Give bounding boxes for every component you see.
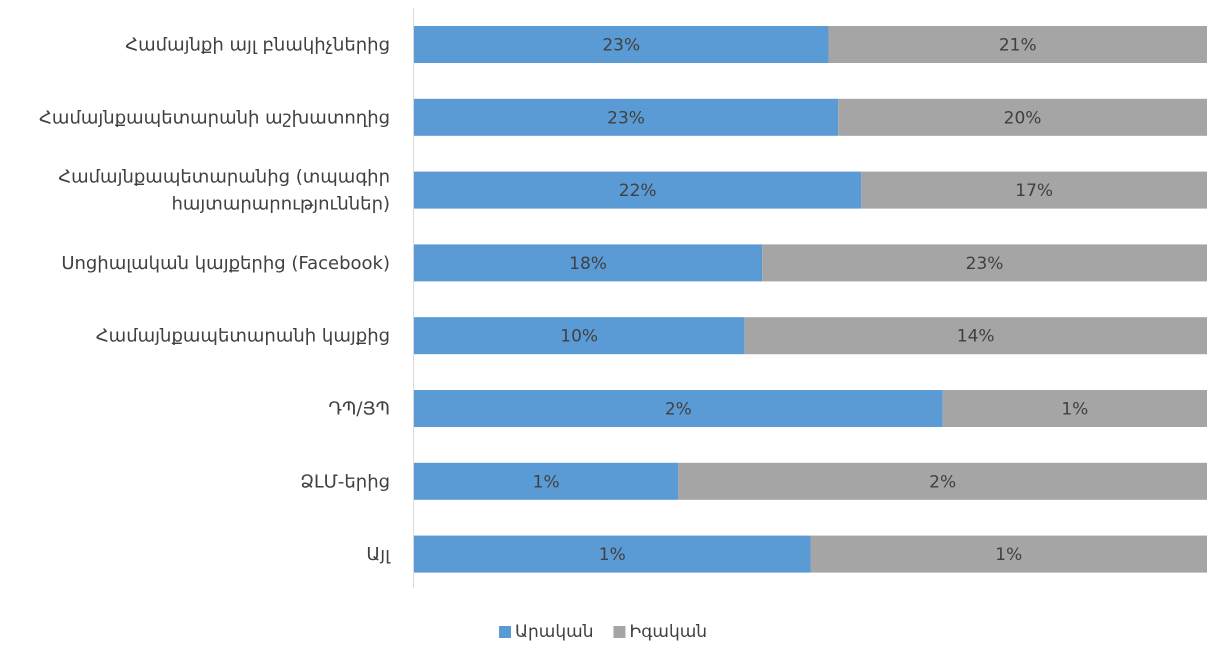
bar-male-7: [414, 535, 811, 573]
data-label-male-2: 22%: [619, 181, 657, 201]
bar-male-5: [414, 390, 943, 427]
bar-male-6: [414, 462, 679, 500]
bars-group: 23% 21% 23% 20% 22% 17% 18% 23% 10% 14% 2% 1% 1% 2% 1%…: [414, 26, 1207, 573]
legend-swatch-male: [499, 626, 511, 638]
data-label-female-3: 23%: [966, 254, 1004, 274]
category-label-7: Այլ: [366, 544, 391, 565]
category-label-3: Սոցիալական կայքերից (Facebook): [61, 253, 390, 274]
data-label-female-1: 20%: [1004, 108, 1042, 128]
bar-female-4: [744, 317, 1207, 355]
data-label-female-7: 1%: [995, 545, 1022, 565]
category-label-6: ՁԼՄ-երից: [300, 471, 390, 492]
data-label-male-6: 1%: [533, 472, 560, 492]
category-label-5: ԴՊ/ՅՊ: [328, 399, 390, 420]
category-label-2-line-1: հայտարարություններ): [171, 194, 390, 215]
bar-female-3: [762, 244, 1207, 282]
bar-male-1: [414, 98, 839, 136]
data-label-male-3: 18%: [569, 254, 607, 274]
bar-male-3: [414, 244, 763, 282]
bar-female-2: [861, 171, 1207, 209]
bar-female-7: [810, 535, 1207, 573]
category-label-0: Համայնքի այլ բնակիչներից: [125, 35, 390, 56]
bar-male-0: [414, 26, 829, 63]
category-label-4: Համայնքապետարանի կայքից: [96, 326, 390, 347]
bar-female-0: [828, 26, 1207, 63]
bar-male-2: [414, 171, 862, 209]
data-label-female-4: 14%: [957, 327, 995, 347]
data-label-female-0: 21%: [999, 36, 1037, 56]
legend-label-male: Արական: [515, 622, 593, 642]
bar-female-1: [838, 98, 1207, 136]
data-label-male-5: 2%: [665, 400, 692, 420]
data-label-male-4: 10%: [560, 327, 598, 347]
data-label-female-5: 1%: [1061, 400, 1088, 420]
bar-female-6: [678, 462, 1207, 500]
legend: Արական Իգական: [499, 622, 707, 642]
legend-swatch-female: [613, 626, 626, 638]
category-label-1: Համայնքապետարանի աշխատողից: [39, 107, 390, 128]
data-label-female-6: 2%: [929, 472, 956, 492]
category-labels-group: Համայնքի այլ բնակիչներից Համայնքապետարանի…: [39, 35, 391, 566]
bar-male-4: [414, 317, 745, 355]
data-label-male-1: 23%: [607, 108, 645, 128]
legend-label-female: Իգական: [629, 622, 707, 642]
category-label-2-line-0: Համայնքապետարանից (տպագիր: [58, 167, 390, 188]
data-label-male-0: 23%: [602, 36, 640, 56]
bar-female-5: [942, 390, 1207, 427]
data-label-male-7: 1%: [599, 545, 626, 565]
data-label-female-2: 17%: [1015, 181, 1053, 201]
